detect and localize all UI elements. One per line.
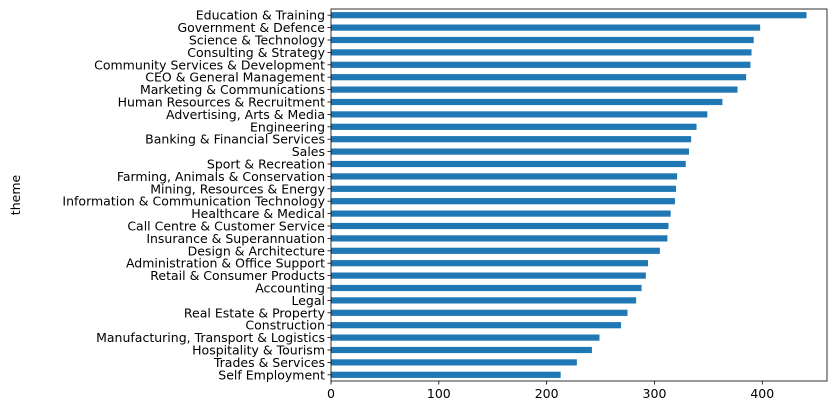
bar (331, 297, 637, 304)
bar (331, 61, 751, 68)
bar (331, 322, 622, 329)
bar (331, 247, 660, 254)
y-tick-label: Science & Technology (189, 33, 326, 48)
bar (331, 123, 697, 130)
y-tick-label: Trades & Services (213, 355, 325, 370)
y-tick-label: Call Centre & Customer Service (127, 219, 325, 234)
y-tick-label: Marketing & Communications (140, 82, 325, 97)
y-tick-label: Government & Defence (177, 20, 325, 35)
bar (331, 359, 577, 366)
y-tick-label: Sales (292, 144, 325, 159)
bar (331, 111, 708, 118)
y-tick-label: Self Employment (218, 367, 325, 382)
bar (331, 136, 692, 143)
y-tick-label: Accounting (255, 281, 325, 296)
y-tick-label: Real Estate & Property (184, 305, 326, 320)
bar (331, 272, 646, 279)
bar (331, 198, 675, 205)
bar (331, 24, 761, 31)
y-tick-label: Mining, Resources & Energy (150, 181, 325, 196)
x-tick-label: 100 (427, 386, 451, 401)
y-axis-title: theme (8, 175, 23, 216)
bar (331, 346, 592, 354)
y-tick-label: Insurance & Superannuation (146, 231, 325, 246)
y-tick-label: Consulting & Strategy (187, 45, 325, 60)
y-tick-label: Education & Training (196, 8, 325, 23)
y-tick-label: Human Resources & Recruitment (118, 95, 325, 110)
bar (331, 148, 689, 155)
bars-group (331, 12, 807, 378)
bar (331, 371, 561, 378)
y-tick-label: Sport & Recreation (207, 157, 325, 172)
y-tick-label: Community Services & Development (94, 57, 325, 72)
bar (331, 160, 686, 168)
bar (331, 309, 628, 316)
bar (331, 334, 600, 341)
bar (331, 74, 747, 81)
y-tick-label: CEO & General Management (145, 70, 325, 85)
bar (331, 185, 677, 192)
y-tick-label: Information & Communication Technology (62, 194, 325, 209)
y-tick-label: Engineering (250, 119, 325, 134)
y-tick-label: Administration & Office Support (126, 256, 325, 271)
bar (331, 173, 678, 180)
bar (331, 98, 723, 106)
y-tick-label: Healthcare & Medical (191, 206, 325, 221)
x-tick-label: 200 (535, 386, 559, 401)
x-tick-label: 300 (643, 386, 667, 401)
y-tick-label: Farming, Animals & Conservation (117, 169, 325, 184)
bar (331, 36, 754, 44)
x-tick-label: 0 (327, 386, 335, 401)
y-tick-label: Legal (291, 293, 325, 308)
y-tick-label: Manufacturing, Transport & Logistics (96, 330, 325, 345)
y-tick-label: Banking & Financial Services (145, 132, 325, 147)
x-tick-label: 400 (750, 386, 774, 401)
bar (331, 260, 649, 267)
bar (331, 86, 738, 93)
y-tick-label: Advertising, Arts & Media (166, 107, 325, 122)
x-axis-ticks: 0 100 200 300 400 (327, 381, 774, 401)
y-tick-label: Construction (245, 318, 325, 333)
bar (331, 210, 671, 217)
bar (331, 284, 642, 292)
plot-frame (330, 8, 828, 382)
y-tick-label: Retail & Consumer Products (150, 268, 325, 283)
bar (331, 235, 668, 242)
bar (331, 222, 669, 230)
y-tick-label: Design & Architecture (188, 243, 326, 258)
y-tick-label: Hospitality & Tourism (192, 343, 325, 358)
bar (331, 12, 807, 19)
bar (331, 49, 752, 56)
